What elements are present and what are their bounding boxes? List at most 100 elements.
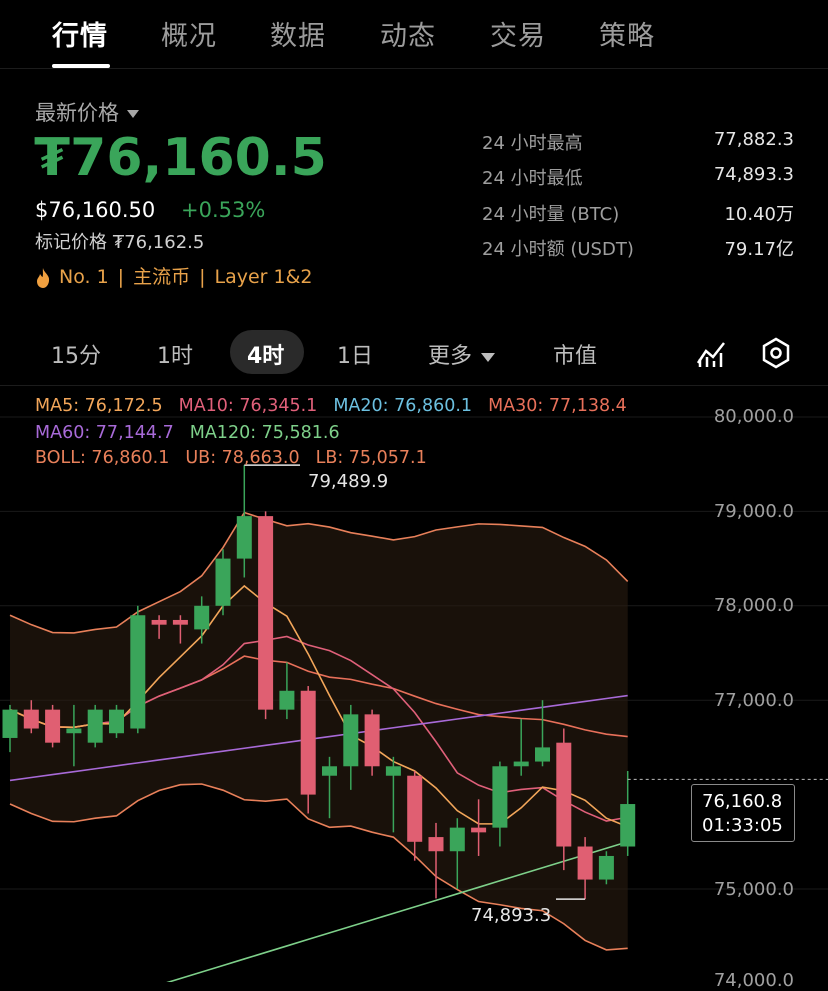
boll-value: BOLL: 76,860.1	[35, 448, 170, 468]
candle-down	[45, 709, 61, 743]
candle-up	[236, 516, 252, 559]
candle-down	[300, 690, 316, 795]
tag-mainstream[interactable]: 主流币	[133, 266, 191, 288]
candle-down	[471, 827, 487, 833]
interval-15m[interactable]: 15分	[51, 344, 101, 369]
big-price: ₮76,160.5	[34, 128, 327, 188]
ma60-value: MA60: 77,144.7	[35, 423, 174, 443]
stat-turnover-label: 24 小时额 (USDT)	[482, 239, 634, 260]
candle-down	[172, 619, 188, 625]
candle-down	[23, 709, 39, 729]
candle-up	[2, 709, 18, 738]
high-marker-label: 79,489.9	[308, 471, 389, 492]
candle-down	[556, 742, 572, 847]
price-change-percent: +0.53%	[181, 198, 266, 222]
interval-more-label: 更多	[428, 344, 473, 369]
latest-price-label: 最新价格	[35, 101, 119, 125]
settings-hexagon-icon[interactable]	[760, 337, 792, 369]
ma10-value: MA10: 76,345.1	[178, 396, 318, 416]
tab-news[interactable]: 动态	[380, 21, 436, 52]
interval-more[interactable]: 更多	[428, 338, 496, 370]
candle-down	[258, 516, 274, 710]
stat-high-value: 77,882.3	[713, 129, 794, 150]
ma60-line	[9, 694, 628, 782]
current-price-value: 76,160.8	[702, 791, 783, 812]
low-marker-label: 74,893.3	[471, 905, 552, 926]
candle-down	[407, 775, 423, 842]
y-tick-label: 74,000.0	[713, 970, 794, 991]
candle-up	[535, 747, 550, 762]
chart-canvas[interactable]	[0, 386, 828, 982]
candle-up	[449, 827, 465, 852]
ma120-value: MA120: 75,581.6	[189, 423, 340, 443]
tab-data[interactable]: 数据	[270, 21, 326, 52]
top-tab-bar: 行情 概况 数据 动态 交易 策略	[0, 0, 828, 69]
interval-1h[interactable]: 1时	[157, 344, 193, 369]
stat-low-label: 24 小时最低	[482, 168, 583, 189]
candle-up	[598, 855, 614, 880]
y-tick-label: 75,000.0	[713, 879, 794, 900]
candle-down	[577, 846, 593, 880]
interval-market-cap[interactable]: 市值	[553, 344, 598, 369]
latest-price-selector[interactable]: 最新价格	[35, 97, 139, 127]
candle-up	[322, 766, 337, 776]
candle-up	[513, 761, 529, 767]
flame-icon	[37, 267, 50, 288]
candle-up	[66, 728, 82, 734]
candle-down	[428, 837, 444, 852]
tag-layer[interactable]: Layer 1&2	[214, 266, 313, 288]
tab-overview[interactable]: 概况	[161, 21, 217, 52]
interval-1d[interactable]: 1日	[337, 344, 373, 369]
candle-up	[194, 605, 210, 630]
ma120-line	[166, 840, 628, 982]
stat-low-value: 74,893.3	[713, 164, 794, 185]
candle-up	[385, 766, 401, 776]
y-tick-label: 79,000.0	[713, 501, 794, 522]
coin-tags: No. 1 | 主流币 | Layer 1&2	[35, 262, 313, 289]
caret-down-icon	[127, 110, 139, 118]
interval-active-pill	[230, 330, 304, 374]
ma30-value: MA30: 77,138.4	[488, 396, 627, 416]
active-tab-indicator	[52, 64, 110, 68]
boll-ub-value: UB: 78,663.0	[185, 448, 300, 468]
candle-up	[215, 558, 231, 606]
candle-up	[620, 804, 636, 847]
stat-turnover-value: 79.17亿	[724, 239, 794, 260]
current-price-box: 76,160.8 01:33:05	[691, 784, 795, 842]
caret-down-icon	[481, 352, 496, 362]
candle-up	[130, 615, 146, 729]
y-tick-label: 77,000.0	[713, 690, 794, 711]
candle-up	[492, 766, 508, 828]
tag-separator: |	[199, 266, 206, 288]
candle-down	[151, 619, 167, 625]
y-tick-label: 78,000.0	[713, 595, 794, 616]
tab-strategy[interactable]: 策略	[599, 21, 655, 52]
mark-price: 标记价格 ₮76,162.5	[35, 232, 205, 253]
y-tick-label: 80,000.0	[713, 406, 794, 427]
candle-down	[364, 714, 380, 767]
stat-volume-value: 10.40万	[724, 204, 794, 225]
candle-up	[109, 709, 124, 734]
chart-divider	[0, 385, 828, 386]
boll-legend-row: BOLL: 76,860.1 UB: 78,663.0 LB: 75,057.1	[35, 448, 443, 468]
ma-legend-row-2: MA60: 77,144.7 MA120: 75,581.6	[35, 423, 356, 443]
boll-upper-line	[9, 511, 629, 634]
stat-volume-label: 24 小时量 (BTC)	[482, 204, 620, 225]
candle-up	[87, 709, 103, 743]
usd-price: $76,160.50	[35, 198, 156, 222]
tab-trade[interactable]: 交易	[490, 21, 546, 52]
tab-market[interactable]: 行情	[52, 21, 108, 52]
boll-lb-value: LB: 75,057.1	[315, 448, 427, 468]
interval-4h[interactable]: 4时	[247, 344, 285, 369]
boll-lower-line	[9, 783, 628, 951]
indicator-chart-icon[interactable]	[696, 337, 728, 369]
ma-legend-row-1: MA5: 76,172.5 MA10: 76,345.1 MA20: 76,860.…	[35, 396, 643, 416]
tag-separator: |	[117, 266, 125, 288]
candle-up	[279, 690, 295, 710]
stat-high-label: 24 小时最高	[482, 133, 583, 154]
ma5-value: MA5: 76,172.5	[35, 396, 163, 416]
ma20-value: MA20: 76,860.1	[333, 396, 473, 416]
tag-rank[interactable]: No. 1	[59, 266, 109, 288]
candle-up	[343, 714, 359, 767]
candle-countdown: 01:33:05	[702, 815, 783, 836]
